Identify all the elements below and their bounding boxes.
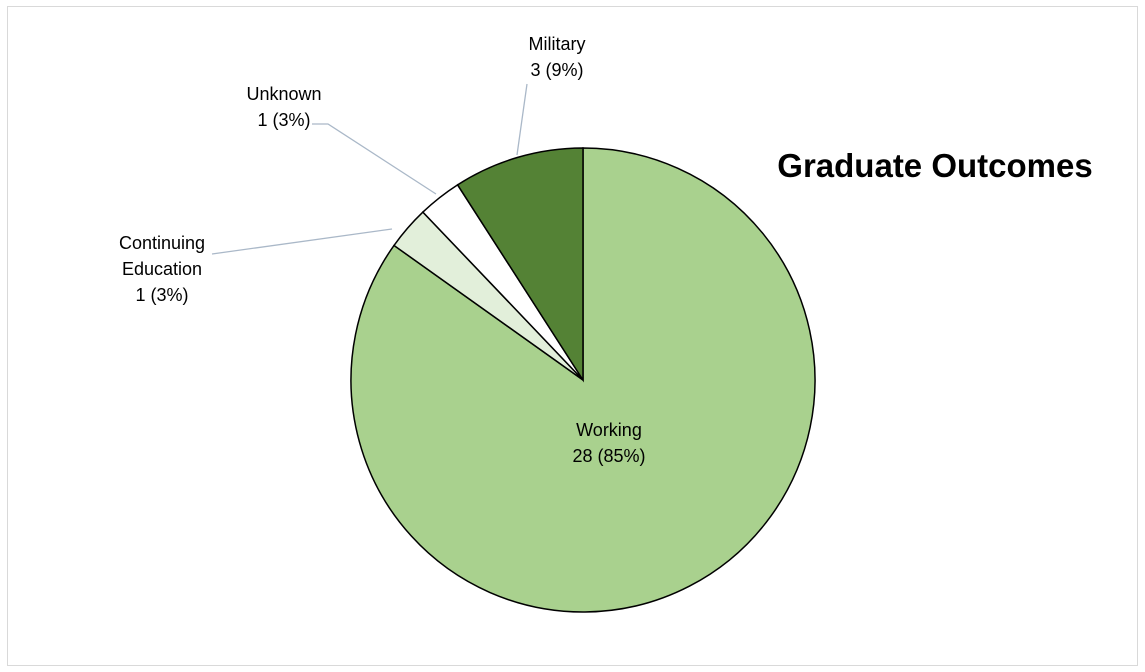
- data-label-line: Working: [576, 420, 642, 440]
- leader-lines: [211, 83, 528, 255]
- data-label-military: Military 3 (9%): [529, 34, 586, 80]
- data-label-line: 3 (9%): [530, 60, 583, 80]
- data-label-line: Unknown: [246, 84, 321, 104]
- data-label-working: Working 28 (85%): [572, 420, 645, 466]
- data-label-continuing-education: Continuing Education 1 (3%): [119, 233, 205, 305]
- pie-slice-military: [456, 147, 584, 383]
- data-label-line: 1 (3%): [135, 285, 188, 305]
- leader-line-military: [516, 83, 528, 156]
- data-label-line: 28 (85%): [572, 446, 645, 466]
- leader-line-continuing-education: [211, 228, 393, 255]
- data-label-line: Continuing: [119, 233, 205, 253]
- data-label-unknown: Unknown 1 (3%): [246, 84, 321, 130]
- chart-title: Graduate Outcomes: [777, 147, 1092, 184]
- data-label-line: Military: [529, 34, 586, 54]
- data-label-line: 1 (3%): [257, 110, 310, 130]
- leader-line-unknown: [312, 123, 437, 195]
- data-labels: Working 28 (85%) Continuing Education 1 (3%)…: [119, 34, 646, 466]
- slices-layer: [350, 147, 816, 613]
- data-label-line: Education: [122, 259, 202, 279]
